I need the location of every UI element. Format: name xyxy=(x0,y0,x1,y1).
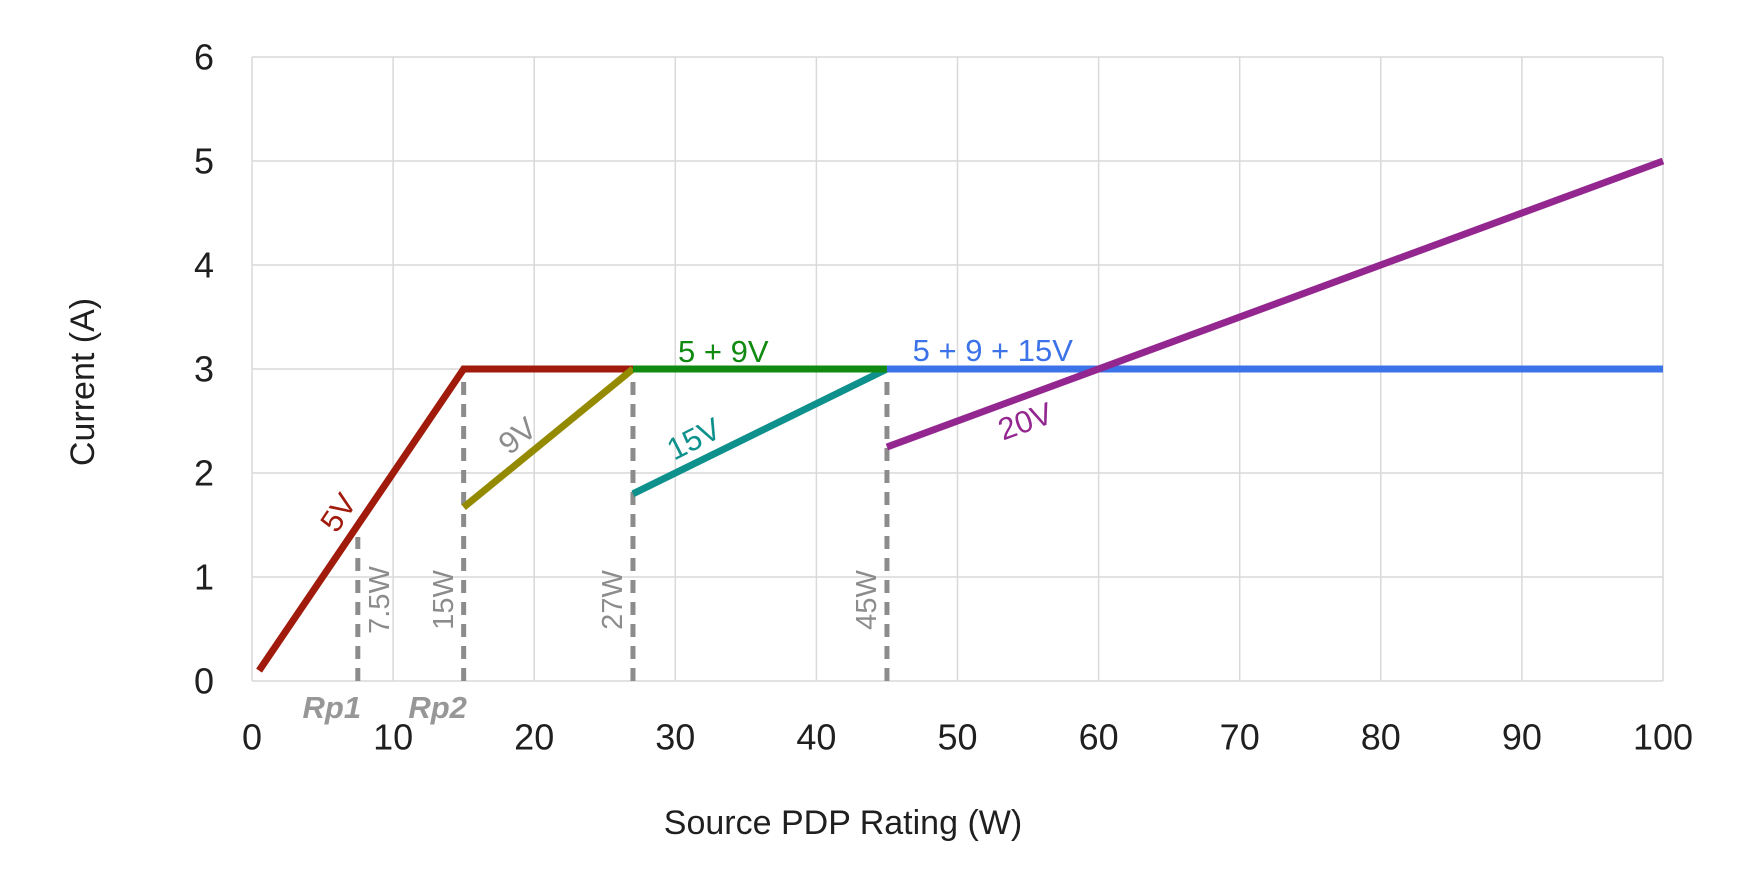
y-tick-label-5: 5 xyxy=(194,141,214,182)
series-label-15V: 15V xyxy=(661,411,726,467)
y-tick-label-1: 1 xyxy=(194,557,214,598)
reference-label-7.5W: 7.5W xyxy=(364,566,396,634)
series-label-5+9+15V: 5 + 9 + 15V xyxy=(913,333,1074,368)
y-tick-label-6: 6 xyxy=(194,37,214,78)
x-tick-label-70: 70 xyxy=(1220,717,1260,758)
x-tick-label-90: 90 xyxy=(1502,717,1542,758)
y-tick-label-0: 0 xyxy=(194,661,214,702)
series-line-5V xyxy=(256,365,633,673)
x-axis-title: Source PDP Rating (W) xyxy=(664,804,1022,842)
y-tick-label-3: 3 xyxy=(194,349,214,390)
axis-marker-Rp1: Rp1 xyxy=(303,690,362,725)
y-tick-label-2: 2 xyxy=(194,453,214,494)
series-line-9V xyxy=(461,366,636,511)
y-tick-label-4: 4 xyxy=(194,245,214,286)
x-tick-label-100: 100 xyxy=(1633,717,1693,758)
series-label-9V: 9V xyxy=(492,410,544,461)
x-tick-label-40: 40 xyxy=(796,717,836,758)
x-tick-label-20: 20 xyxy=(514,717,554,758)
y-axis-title: Current (A) xyxy=(64,298,102,466)
reference-label-45W: 45W xyxy=(851,570,883,630)
x-tick-label-50: 50 xyxy=(937,717,977,758)
series-line-20V xyxy=(885,157,1665,451)
x-tick-label-30: 30 xyxy=(655,717,695,758)
reference-label-15W: 15W xyxy=(428,570,460,630)
x-tick-label-10: 10 xyxy=(373,717,413,758)
series-label-5+9V: 5 + 9V xyxy=(678,334,769,369)
x-tick-label-60: 60 xyxy=(1079,717,1119,758)
x-tick-label-80: 80 xyxy=(1361,717,1401,758)
reference-label-27W: 27W xyxy=(597,570,629,630)
series-line-15V xyxy=(631,365,889,497)
x-tick-label-0: 0 xyxy=(242,717,262,758)
axis-marker-Rp2: Rp2 xyxy=(408,690,467,725)
